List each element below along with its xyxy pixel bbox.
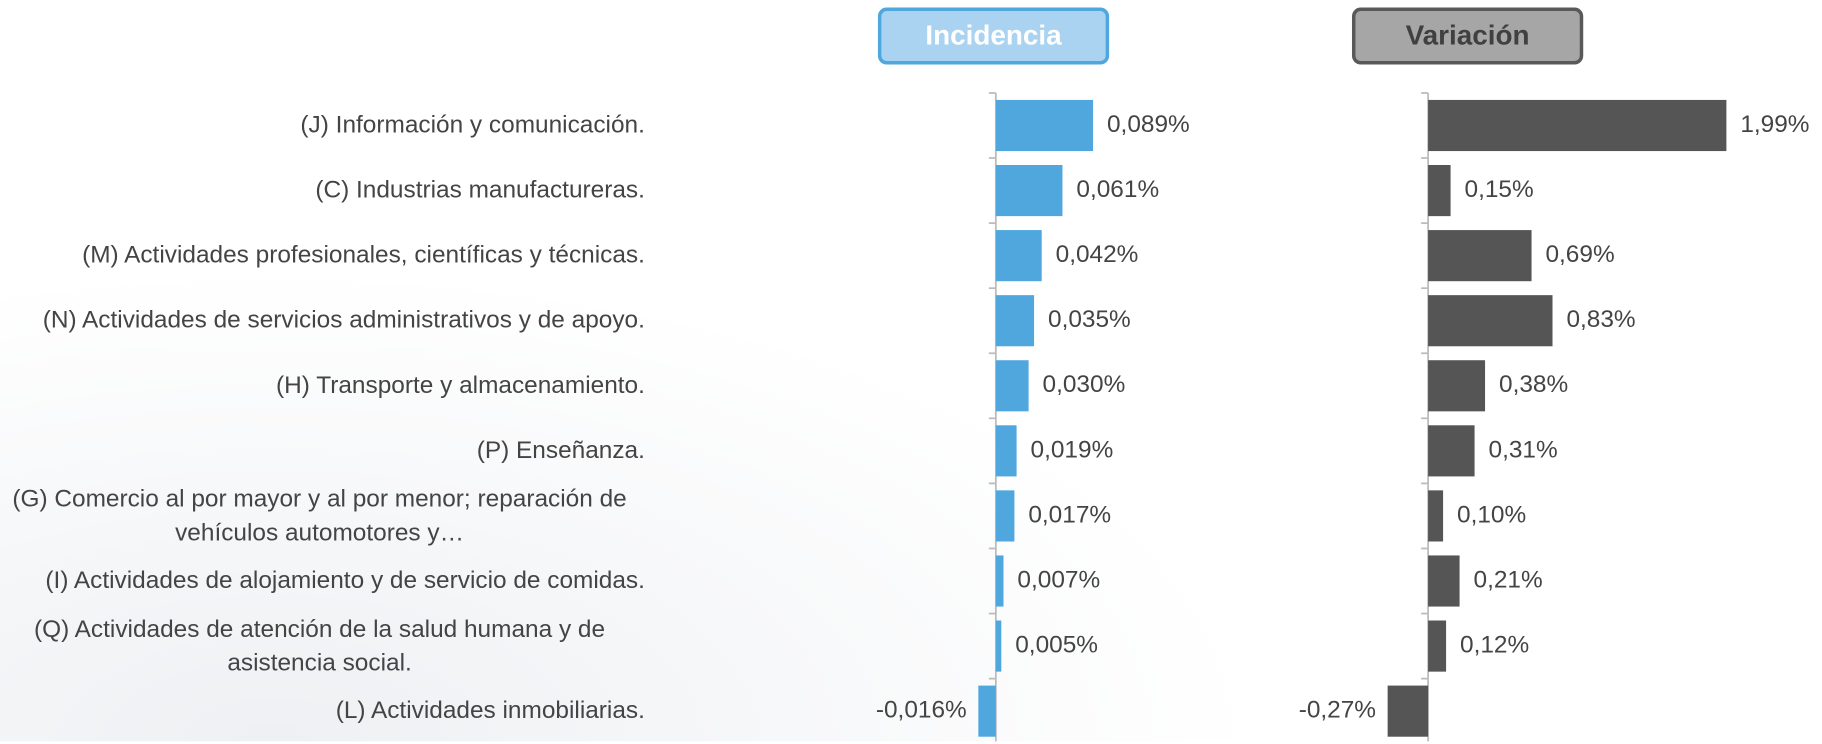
- y-tick-label: (H) Transporte y almacenamiento.: [276, 372, 645, 399]
- value-label: 0,019%: [1031, 436, 1114, 463]
- y-tick-label: (P) Enseñanza.: [476, 437, 645, 464]
- value-label: -0,016%: [876, 697, 967, 724]
- bar: [995, 99, 1094, 152]
- category-row: (H) Transporte y almacenamiento.: [0, 353, 645, 418]
- value-label: 0,12%: [1460, 632, 1529, 659]
- value-label: -0,27%: [1299, 697, 1376, 724]
- value-label: 0,030%: [1043, 371, 1126, 398]
- category-row: (C) Industrias manufactureras.: [0, 158, 645, 223]
- bar: [995, 555, 1004, 607]
- bar: [1428, 295, 1553, 347]
- y-tick-label: (M) Actividades profesionales, científic…: [82, 242, 645, 269]
- category-row: (N) Actividades de servicios administrat…: [0, 288, 645, 353]
- bar: [995, 490, 1015, 542]
- value-label: 0,061%: [1076, 176, 1159, 203]
- y-tick-label: (N) Actividades de servicios administrat…: [42, 307, 645, 334]
- category-row: (G) Comercio al por mayor y al por menor…: [0, 483, 645, 548]
- bar: [1387, 685, 1429, 737]
- value-label: 0,10%: [1457, 501, 1526, 528]
- y-tick-label: (I) Actividades de alojamiento y de serv…: [45, 567, 645, 595]
- bar: [978, 685, 996, 737]
- category-row: (J) Información y comunicación.: [0, 93, 645, 158]
- y-tick-label: (G) Comercio al por mayor y al por menor…: [12, 485, 627, 547]
- value-label: 0,21%: [1474, 566, 1543, 593]
- bar: [1428, 620, 1447, 672]
- bar: [995, 295, 1035, 347]
- value-label: 0,38%: [1499, 371, 1568, 398]
- value-label: 0,017%: [1028, 501, 1111, 528]
- value-label: 0,69%: [1545, 241, 1614, 268]
- title-box: [877, 7, 1110, 65]
- bar: [1428, 555, 1460, 607]
- category-row: (Q) Actividades de atención de la salud …: [0, 614, 645, 679]
- y-tick-label: (L) Actividades inmobiliarias.: [335, 697, 645, 725]
- bar: [995, 425, 1017, 477]
- value-label: 1,99%: [1740, 111, 1809, 138]
- bar: [1428, 360, 1486, 412]
- value-label: 0,31%: [1489, 436, 1558, 463]
- category-row: (L) Actividades inmobiliarias.: [0, 679, 645, 744]
- value-label: 0,035%: [1048, 306, 1131, 333]
- value-label: 0,089%: [1107, 111, 1190, 138]
- bar: [1428, 425, 1475, 477]
- category-row: (P) Enseñanza.: [0, 418, 645, 483]
- bar: [995, 360, 1029, 412]
- value-label: 0,83%: [1566, 306, 1635, 333]
- bar: [1428, 99, 1727, 152]
- value-label: 0,15%: [1465, 176, 1534, 203]
- title-box: [1351, 7, 1584, 65]
- chart-title: Incidencia: [925, 20, 1062, 51]
- value-label: 0,005%: [1015, 632, 1098, 659]
- bar: [995, 230, 1042, 282]
- bar: [1428, 230, 1532, 282]
- bar: [995, 165, 1063, 217]
- bar: [1428, 490, 1444, 542]
- value-label: 0,007%: [1017, 566, 1100, 593]
- y-tick-label: (J) Información y comunicación.: [300, 111, 645, 139]
- category-row: (I) Actividades de alojamiento y de serv…: [0, 548, 645, 613]
- bar: [995, 620, 1002, 672]
- value-label: 0,042%: [1056, 241, 1139, 268]
- bar: [1428, 165, 1451, 217]
- chart-title: Variación: [1406, 20, 1530, 51]
- category-row: (M) Actividades profesionales, científic…: [0, 223, 645, 288]
- y-tick-label: (Q) Actividades de atención de la salud …: [33, 615, 606, 677]
- y-tick-label: (C) Industrias manufactureras.: [315, 176, 645, 204]
